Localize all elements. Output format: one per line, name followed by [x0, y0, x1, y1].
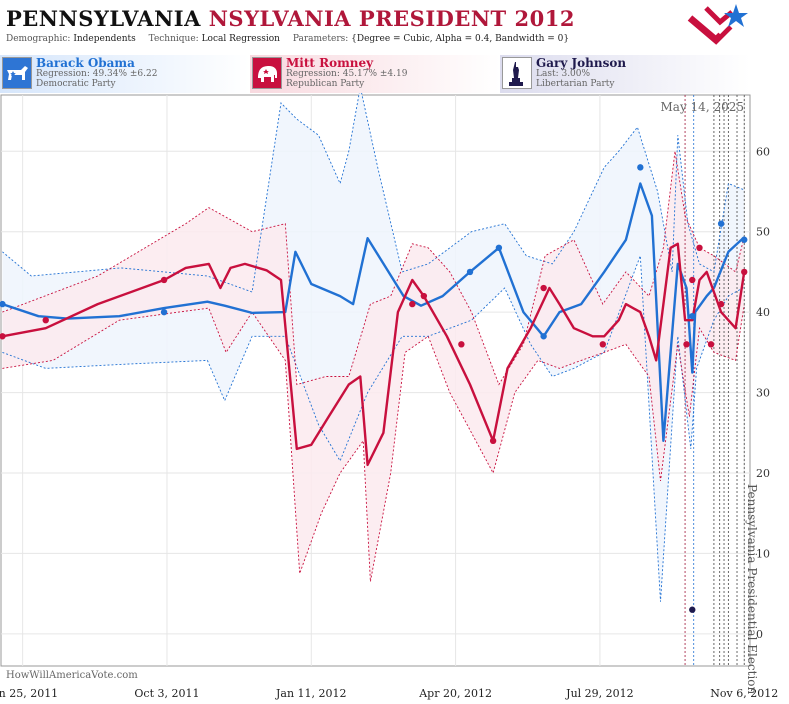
parameters-label: Parameters:: [292, 34, 349, 44]
poll-point: [495, 244, 503, 252]
poll-point: [458, 341, 465, 348]
poll-point: [489, 437, 497, 445]
candidate-name: Gary Johnson: [536, 56, 627, 70]
x-tick-label: Oct 3, 2011: [134, 687, 199, 700]
donkey-icon: [2, 57, 32, 89]
upper-bound-line: [2, 151, 745, 386]
y-tick-label: 10: [756, 547, 770, 560]
title-state: PENNSYLVANIA: [6, 6, 201, 31]
watermark: HowWillAmericaVote.com: [6, 670, 138, 681]
y-tick-label: 50: [756, 226, 770, 239]
y-tick-label: 40: [756, 306, 770, 319]
poll-point: [0, 333, 6, 340]
candidate-stat: Last: 3.00%: [536, 69, 591, 79]
candidate-stat: Regression: 49.34% ±6.22: [36, 69, 158, 79]
title-race: NSYLVANIA PRESIDENT 2012: [208, 6, 575, 31]
candidate-name: Barack Obama: [36, 56, 135, 70]
poll-point: [717, 220, 725, 227]
candidate-stat: Regression: 45.17% ±4.19: [286, 69, 408, 79]
poll-point: [599, 341, 606, 348]
candidate-obama: Barack Obama Regression: 49.34% ±6.22 De…: [0, 55, 250, 93]
parameters-line: Demographic: Independents Technique: Loc…: [6, 34, 569, 44]
technique-label: Technique:: [148, 34, 199, 44]
poll-point: [0, 300, 6, 308]
poll-point: [637, 164, 644, 171]
poll-point: [540, 284, 547, 292]
poll-point: [160, 308, 168, 316]
poll-point: [540, 333, 547, 340]
y-tick-label: 30: [756, 387, 770, 400]
regression-line: [2, 182, 746, 442]
poll-point: [160, 276, 168, 284]
lower-bound-line: [2, 255, 745, 602]
poll-point: [42, 316, 49, 324]
poll-point: [741, 268, 748, 276]
x-tick-label: Jan 11, 2012: [275, 687, 347, 700]
x-tick-label: Apr 20, 2012: [418, 687, 492, 700]
poll-point: [741, 236, 748, 243]
poll-point: [689, 312, 696, 320]
poll-point: [409, 300, 416, 308]
demographic-value: Independents: [73, 34, 136, 44]
parameters-value: {Degree = Cubic, Alpha = 0.4, Bandwidth …: [351, 34, 570, 44]
poll-point: [689, 606, 696, 613]
x-tick-label: Jul 29, 2012: [565, 687, 634, 700]
poll-point: [707, 341, 715, 348]
poll-point: [689, 276, 696, 284]
flag-star-logo-icon: [687, 4, 748, 45]
page-title: PENNSYLVANIA NSYLVANIA PRESIDENT 2012: [6, 6, 575, 31]
poll-point: [683, 341, 690, 348]
lower-bound-line: [2, 304, 745, 582]
confidence-band: [2, 151, 745, 582]
date-label: May 14, 2025: [661, 100, 744, 114]
election-label: Pennsylvania Presidential Election: [745, 484, 759, 695]
poll-point: [696, 244, 703, 252]
technique-value: Local Regression: [201, 34, 280, 44]
candidate-johnson: Gary Johnson Last: 3.00% Libertarian Par…: [500, 55, 750, 93]
poll-point: [717, 300, 725, 308]
x-tick-label: Jun 25, 2011: [0, 687, 58, 700]
candidate-romney: Mitt Romney Regression: 45.17% ±4.19 Rep…: [250, 55, 500, 93]
candidate-party: Libertarian Party: [536, 79, 615, 89]
y-tick-label: 20: [756, 467, 770, 480]
y-tick-label: 0: [756, 628, 763, 641]
elephant-icon: [252, 57, 282, 89]
demographic-label: Demographic:: [6, 34, 71, 44]
candidate-party: Republican Party: [286, 79, 365, 89]
x-tick-label: Nov 6, 2012: [710, 687, 778, 700]
y-tick-label: 60: [756, 145, 770, 158]
candidate-name: Mitt Romney: [286, 56, 374, 70]
statue-of-liberty-icon: [502, 57, 532, 89]
candidate-party: Democratic Party: [36, 79, 116, 89]
poll-point: [466, 268, 474, 276]
upper-bound-line: [2, 86, 745, 293]
poll-point: [420, 292, 428, 300]
regression-line: [2, 242, 746, 467]
